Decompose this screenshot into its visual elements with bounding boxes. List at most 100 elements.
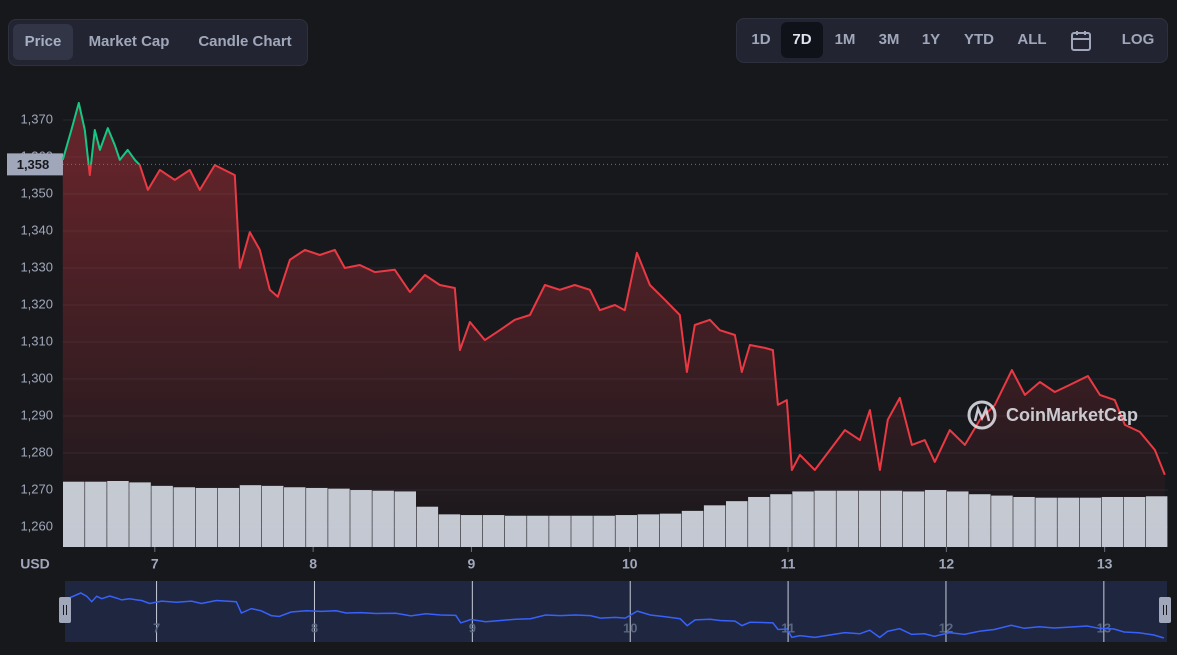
volume-bar	[217, 487, 240, 547]
navigator-tick-label: 12	[939, 620, 953, 635]
navigator-tick-label: 11	[781, 620, 795, 635]
volume-bar	[615, 515, 637, 547]
y-tick-label: 1,360	[20, 148, 53, 163]
navigator-handle-right[interactable]	[1159, 597, 1171, 623]
range-button[interactable]: 1D	[751, 31, 771, 48]
volume-bar	[1101, 496, 1124, 547]
reference-label: 1,358	[17, 157, 50, 172]
volume-bar	[173, 487, 195, 547]
logo-circle	[967, 400, 997, 430]
volume-bar	[1035, 497, 1057, 547]
volume-bar	[703, 505, 726, 547]
volume-bar	[637, 514, 660, 547]
volume-bar	[726, 501, 748, 547]
volume-bar	[991, 495, 1013, 547]
watermark: CoinMarketCap	[1006, 405, 1138, 425]
x-tick-label: 7	[151, 556, 159, 572]
log-button[interactable]: LOG	[1121, 31, 1155, 48]
volume-bar	[924, 490, 947, 547]
navigator-tick-label: 10	[623, 620, 637, 635]
y-tick-label: 1,340	[20, 222, 53, 237]
navigator-tick-label: 9	[469, 620, 476, 635]
volume-bar	[748, 496, 770, 547]
volume-bar	[1057, 497, 1079, 547]
y-tick-label: 1,350	[20, 185, 53, 200]
volume-bar	[482, 515, 505, 547]
x-tick-label: 13	[1097, 556, 1113, 572]
price-line	[61, 101, 1166, 476]
y-tick-label: 1,310	[20, 333, 53, 348]
volume-bar	[814, 490, 836, 547]
volume-bar	[129, 482, 151, 547]
volume-bar	[63, 481, 85, 547]
volume-bar	[527, 515, 549, 547]
reference-label-bg	[7, 153, 63, 176]
x-tick-label: 12	[939, 556, 955, 572]
volume-bar	[836, 490, 858, 547]
y-tick-label: 1,300	[20, 370, 53, 385]
x-tick-label: 8	[309, 556, 317, 572]
y-tick-label: 1,330	[20, 259, 53, 274]
volume-bar	[261, 485, 284, 547]
volume-bar	[1145, 496, 1168, 547]
volume-bar	[858, 490, 881, 547]
volume-bar	[1013, 496, 1035, 547]
volume-bar	[549, 515, 571, 547]
navigator-tick-label: 8	[311, 620, 318, 635]
range-button[interactable]: 1M	[834, 31, 856, 48]
tab-button[interactable]: Market Cap	[88, 33, 170, 50]
tab-button[interactable]: Price	[13, 24, 73, 60]
volume-bar	[659, 513, 682, 547]
volume-bar	[792, 491, 814, 547]
range-button[interactable]: 3M	[878, 31, 900, 48]
volume-bar	[505, 515, 527, 547]
navigator-bg	[65, 581, 1167, 642]
navigator-tick-label: 7	[153, 620, 160, 635]
volume-bar	[328, 488, 350, 547]
calendar-icon[interactable]	[1069, 29, 1093, 53]
volume-bar	[195, 487, 218, 547]
volume-bar	[880, 490, 903, 547]
volume-bar	[770, 494, 792, 547]
volume-bar	[947, 491, 969, 547]
range-button[interactable]: 1Y	[921, 31, 941, 48]
volume-bar	[350, 490, 372, 547]
range-group: LOG 1D 7D 1M 3M 1Y YTD ALL	[736, 18, 1168, 63]
volume-bar	[1079, 497, 1102, 547]
range-button[interactable]: ALL	[1017, 31, 1047, 48]
x-tick-label: 10	[622, 556, 638, 572]
x-tick-label: 9	[468, 556, 476, 572]
range-button[interactable]: YTD	[964, 31, 994, 48]
volume-bar	[571, 515, 593, 547]
volume-bar	[593, 515, 615, 547]
volume-bar	[416, 506, 439, 547]
volume-bar	[372, 490, 394, 547]
y-tick-label: 1,260	[20, 518, 53, 533]
volume-bar	[284, 487, 306, 547]
logo-mark	[973, 405, 991, 422]
volume-bar	[107, 481, 129, 547]
x-tick-label: 11	[781, 556, 796, 572]
tab-group: Price Market Cap Candle Chart	[8, 19, 308, 66]
volume-bar	[85, 481, 107, 547]
volume-bar	[1123, 496, 1146, 547]
navigator-handle-left[interactable]	[59, 597, 71, 623]
volume-bar	[902, 491, 925, 547]
navigator-line	[64, 592, 1165, 639]
currency-label: USD	[20, 556, 50, 572]
range-button[interactable]: 7D	[781, 22, 823, 58]
volume-bar	[969, 494, 991, 547]
y-tick-label: 1,290	[20, 407, 53, 422]
volume-bar	[306, 487, 328, 547]
calendar-body	[1071, 32, 1091, 51]
volume-bar	[681, 510, 704, 547]
volume-bar	[239, 485, 262, 547]
tab-button[interactable]: Candle Chart	[198, 33, 292, 50]
volume-bar	[151, 485, 173, 547]
y-tick-label: 1,270	[20, 481, 53, 496]
y-tick-label: 1,280	[20, 444, 53, 459]
y-tick-label: 1,370	[20, 111, 53, 126]
price-area	[62, 102, 1165, 548]
